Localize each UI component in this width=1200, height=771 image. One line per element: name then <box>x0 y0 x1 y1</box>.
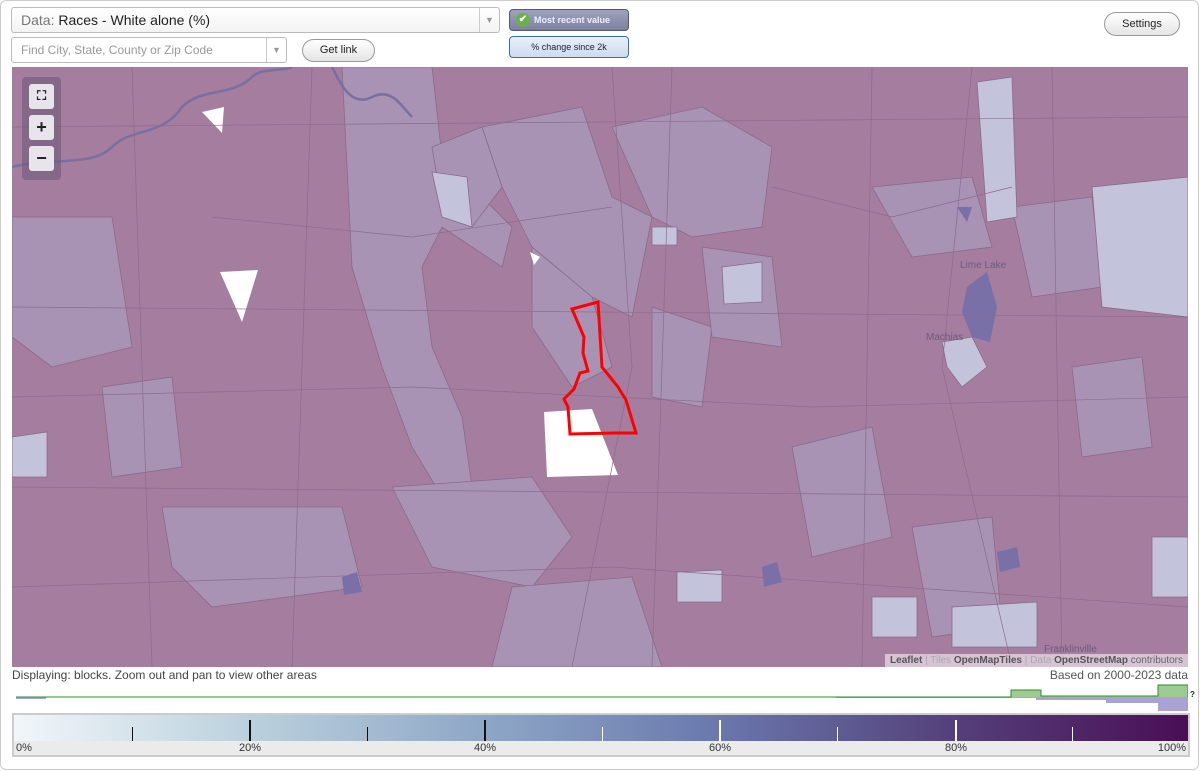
legend-tick <box>602 727 603 741</box>
tiles-prefix: Tiles <box>930 655 952 666</box>
legend-label: 60% <box>709 742 732 754</box>
place-label: Franklinville <box>1044 644 1097 655</box>
most-recent-value-button[interactable]: ✔ Most recent value <box>509 9 629 31</box>
legend-label: 80% <box>945 742 968 754</box>
leaflet-link[interactable]: Leaflet <box>890 655 923 666</box>
place-label: Machias <box>926 332 964 343</box>
data-selector[interactable]: Data: Races - White alone (%) ▼ <box>11 7 500 33</box>
percent-change-button[interactable]: % change since 2k <box>509 36 629 58</box>
openmaptiles-link[interactable]: OpenMapTiles <box>953 655 1022 666</box>
displaying-info: Displaying: blocks. Zoom out and pan to … <box>12 668 317 682</box>
data-prefix: Data: <box>21 12 55 28</box>
get-link-button[interactable]: Get link <box>302 39 375 62</box>
zoom-in-button[interactable]: + <box>29 115 54 140</box>
map-attribution: Leaflet | Tiles OpenMapTiles | Data Open… <box>885 654 1188 667</box>
legend-label: 20% <box>239 742 262 754</box>
place-label: Lime Lake <box>960 260 1007 271</box>
most-recent-label: Most recent value <box>534 15 611 25</box>
color-legend: 0% 20% 40% 60% 80% 100% <box>12 713 1190 757</box>
settings-button[interactable]: Settings <box>1104 12 1180 36</box>
legend-tick <box>249 720 251 741</box>
legend-label: 100% <box>1157 742 1186 754</box>
legend-tick <box>955 720 957 741</box>
legend-tick <box>1072 727 1073 741</box>
legend-gradient <box>14 715 1188 741</box>
map[interactable]: Lime Lake Machias Franklinville ⛶ + − Le… <box>12 67 1188 667</box>
histogram-unknown-label: ? <box>1190 690 1195 699</box>
data-prefix-attrib: Data <box>1030 655 1052 666</box>
checkmark-icon: ✔ <box>516 13 530 27</box>
selected-area-outline[interactable] <box>562 300 639 436</box>
legend-tick <box>484 720 486 741</box>
search-placeholder: Find City, State, County or Zip Code <box>21 43 213 57</box>
legend-label: 40% <box>474 742 497 754</box>
contributors-text: contributors <box>1130 655 1183 666</box>
chevron-down-icon[interactable]: ▼ <box>266 38 286 62</box>
legend-label: 0% <box>16 742 32 754</box>
legend-tick <box>132 727 133 741</box>
histogram-value-series <box>16 684 1188 698</box>
zoom-control: ⛶ + − <box>22 77 61 180</box>
zoom-out-button[interactable]: − <box>29 146 54 171</box>
histogram <box>16 684 1188 711</box>
data-value: Races - White alone (%) <box>58 12 211 28</box>
data-range-info: Based on 2000-2023 data <box>1049 668 1188 682</box>
location-search-input[interactable]: Find City, State, County or Zip Code ▼ <box>11 37 287 63</box>
openstreetmap-link[interactable]: OpenStreetMap <box>1054 655 1128 666</box>
legend-tick <box>367 727 368 741</box>
histogram-change-series <box>16 697 1188 711</box>
legend-tick <box>719 720 721 741</box>
chevron-down-icon[interactable]: ▼ <box>479 8 499 32</box>
map-layer <box>12 67 1188 667</box>
fullscreen-icon[interactable]: ⛶ <box>29 84 54 109</box>
legend-tick <box>837 727 838 741</box>
